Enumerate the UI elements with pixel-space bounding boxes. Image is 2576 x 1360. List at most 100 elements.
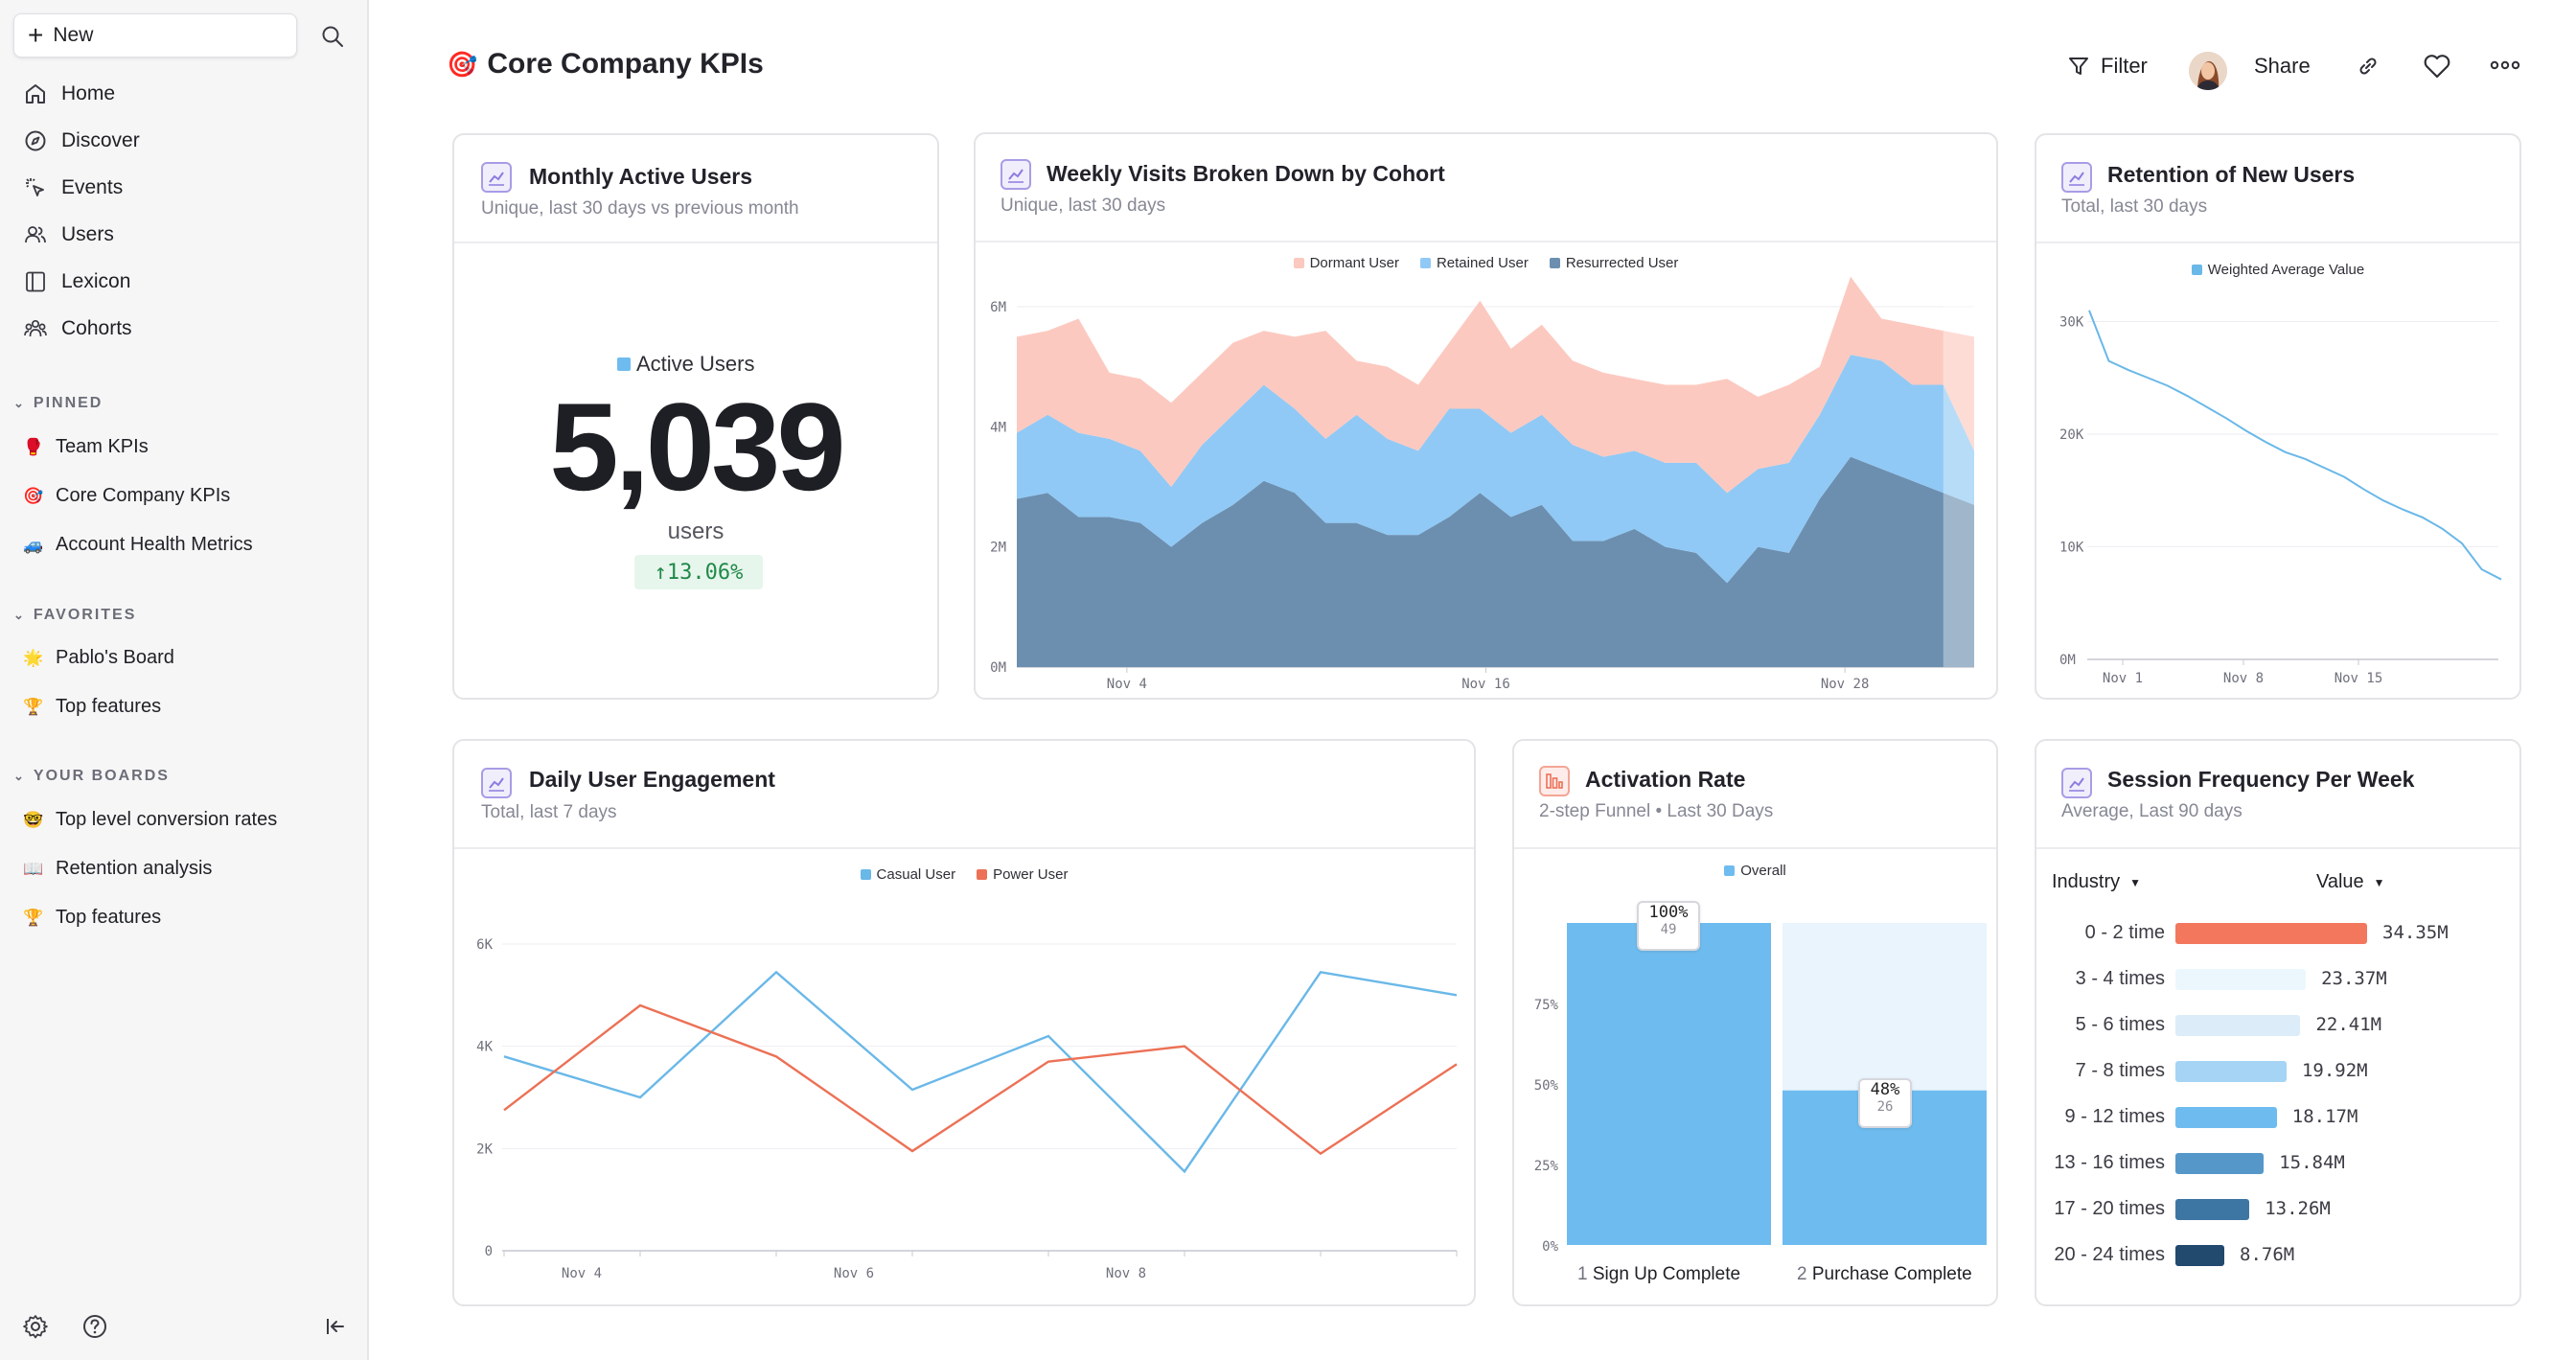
favorite-button[interactable] [2422,52,2452,81]
share-label: Share [2254,54,2311,78]
line-chart-icon [481,162,512,193]
bar-category-label: 13 - 16 times [2054,1152,2165,1173]
sidebar-item-top-level-conversion-rates[interactable]: 🤓 Top level conversion rates [13,798,358,841]
filter-button[interactable]: Filter [2066,54,2148,79]
tooltip-count: 49 [1660,922,1677,937]
y-tick-label: 0M [2059,653,2076,668]
card-header: Session Frequency Per Week Average, Last… [2036,741,2519,849]
collapse-left-icon [327,1319,344,1334]
sidebar-item-discover[interactable]: Discover [13,120,358,162]
search-button[interactable] [313,17,352,56]
sidebar-footer [0,1294,369,1360]
x-tick-label: Nov 8 [2223,671,2264,686]
step-name: Purchase Complete [1811,1264,1972,1284]
horizontal-bar[interactable] [2175,1245,2224,1266]
legend-item[interactable]: Resurrected User [1549,255,1678,271]
book-icon [23,269,48,294]
horizontal-bar[interactable] [2175,1015,2301,1036]
y-tick-label: 25% [1534,1159,1559,1174]
sidebar-item-label: Cohorts [61,317,132,339]
horizontal-bar[interactable] [2175,969,2307,990]
horizontal-bar[interactable] [2175,923,2367,944]
card-activation-rate[interactable]: Activation Rate 2-step Funnel • Last 30 … [1512,739,1998,1306]
card-monthly-active-users[interactable]: Monthly Active Users Unique, last 30 day… [452,133,939,700]
card-header: Activation Rate 2-step Funnel • Last 30 … [1514,741,1996,849]
more-options-button[interactable] [2489,56,2521,75]
new-button[interactable]: + New [13,13,297,58]
legend-item[interactable]: Overall [1724,863,1786,879]
sidebar-item-label: Events [61,176,124,198]
value-column-header[interactable]: Value ▼ [2316,871,2385,893]
line-chart-icon [481,768,512,798]
x-tick-label: Nov 6 [834,1266,874,1281]
legend-item[interactable]: Casual User [860,866,955,883]
area-series-dormant-user [1017,276,1974,494]
sidebar-item-events[interactable]: Events [13,167,358,209]
pinned-section-header[interactable]: ⌄ PINNED [13,395,104,411]
bar-category-label: 20 - 24 times [2054,1244,2165,1265]
sidebar-item-top-features[interactable]: 🏆 Top features [13,685,358,727]
legend-item[interactable]: Weighted Average Value [2191,262,2365,278]
industry-column-header[interactable]: Industry ▼ [2052,871,2141,893]
mau-value: 5,039 [549,377,845,517]
heart-icon [2424,55,2450,79]
legend-label: Weighted Average Value [2207,262,2365,278]
card-session-frequency[interactable]: Session Frequency Per Week Average, Last… [2035,739,2521,1306]
card-daily-user-engagement[interactable]: Daily User Engagement Total, last 7 days… [452,739,1476,1306]
sidebar-item-home[interactable]: Home [13,73,358,115]
sidebar-item-lexicon[interactable]: Lexicon [13,261,358,303]
horizontal-bar[interactable] [2175,1061,2287,1082]
cursor-click-icon [23,175,48,200]
bar-category-label: 0 - 2 time [2084,922,2165,943]
link-icon [2359,58,2377,75]
chart-legend: Weighted Average Value [2036,262,2519,278]
favorites-section-header[interactable]: ⌄ FAVORITES [13,607,137,623]
legend-swatch [1549,258,1560,268]
copy-link-button[interactable] [2354,52,2382,81]
legend-item[interactable]: Dormant User [1293,255,1399,271]
bar-value-label: 15.84M [2279,1152,2345,1173]
horizontal-bar[interactable] [2175,1199,2250,1220]
sidebar-item-team-kpis[interactable]: 🥊 Team KPIs [13,426,358,468]
sidebar-item-users[interactable]: Users [13,214,358,256]
help-button[interactable] [79,1310,111,1343]
legend-item[interactable]: Retained User [1419,255,1529,271]
sidebar-item-account-health-metrics[interactable]: 🚙 Account Health Metrics [13,523,358,565]
share-button[interactable]: Share [2254,54,2311,79]
legend-swatch [1419,258,1431,268]
card-title: Retention of New Users [2107,162,2356,187]
x-tick-label: Nov 28 [1821,677,1870,692]
sidebar-item-pablos-board[interactable]: 🌟 Pablo's Board [13,636,358,679]
bar-value-label: 8.76M [2240,1244,2295,1265]
line-series-casual-user [503,970,1458,1174]
x-tick-label: Nov 15 [2334,671,2383,686]
card-header: Weekly Visits Broken Down by Cohort Uniq… [976,134,1996,242]
chart-legend: Overall [1514,863,1996,879]
your-boards-section-header[interactable]: ⌄ YOUR BOARDS [13,768,170,784]
x-tick-label: Nov 16 [1461,677,1510,692]
card-header: Daily User Engagement Total, last 7 days [454,741,1474,849]
card-retention-of-new-users[interactable]: Retention of New Users Total, last 30 da… [2035,133,2521,700]
step2-label: 2 Purchase Complete [1797,1264,1972,1285]
target-icon: 🎯 [23,486,44,505]
horizontal-bar[interactable] [2175,1153,2265,1174]
gear-icon [23,1315,48,1339]
step-number: 1 [1577,1264,1588,1284]
settings-button[interactable] [19,1310,52,1343]
horizontal-bar[interactable] [2175,1107,2277,1128]
card-weekly-visits[interactable]: Weekly Visits Broken Down by Cohort Uniq… [974,132,1998,700]
x-tick-label: Nov 1 [2103,671,2143,686]
caret-down-icon: ▼ [2129,875,2142,889]
avatar[interactable] [2189,52,2227,90]
y-tick-label: 20K [2059,427,2084,443]
sidebar-item-top-features-board[interactable]: 🏆 Top features [13,896,358,938]
filter-label: Filter [2101,54,2148,78]
collapse-sidebar-button[interactable] [319,1310,352,1343]
sidebar-item-retention-analysis[interactable]: 📖 Retention analysis [13,847,358,889]
legend-item[interactable]: Power User [977,866,1068,883]
sidebar-item-label: Lexicon [61,270,131,292]
sidebar-item-core-company-kpis[interactable]: 🎯 Core Company KPIs [13,474,358,517]
sidebar-item-cohorts[interactable]: Cohorts [13,308,358,350]
y-tick-label: 50% [1534,1078,1559,1094]
